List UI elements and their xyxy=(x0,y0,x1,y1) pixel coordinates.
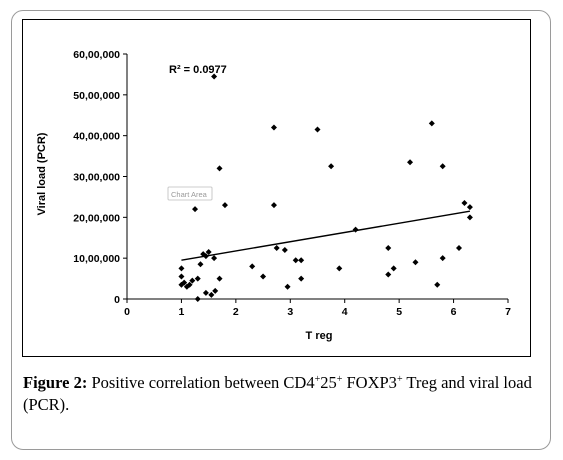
x-tick-label: 4 xyxy=(342,306,348,318)
data-point xyxy=(270,202,277,209)
data-point xyxy=(284,283,291,290)
data-point xyxy=(178,273,185,280)
data-point xyxy=(211,255,218,262)
data-point xyxy=(216,275,223,282)
data-point xyxy=(181,279,188,286)
x-tick-label: 5 xyxy=(396,306,402,318)
data-point xyxy=(466,204,473,211)
data-point xyxy=(216,165,223,172)
data-point xyxy=(412,259,419,266)
data-point xyxy=(292,257,299,264)
data-point xyxy=(212,287,219,294)
data-point xyxy=(192,206,199,213)
caption-text-3: FOXP3 xyxy=(342,373,397,392)
axes: 0 10,00,000 20,00,000 30,00,000 40,00,000 50,… xyxy=(73,49,511,318)
y-axis-label: Viral load (PCR) xyxy=(36,132,48,215)
data-point xyxy=(336,265,343,272)
data-point xyxy=(281,247,288,253)
data-point xyxy=(385,271,392,278)
data-point xyxy=(202,289,209,296)
data-point xyxy=(434,281,441,288)
data-point xyxy=(205,249,212,256)
y-tick-label: 60,00,000 xyxy=(73,49,120,61)
y-tick-label: 0 xyxy=(114,294,120,306)
data-points xyxy=(178,73,473,302)
data-point xyxy=(186,281,193,288)
chart-area-tooltip-text: Chart Area xyxy=(171,190,208,199)
caption-text-1: Positive correlation between CD4 xyxy=(87,373,315,392)
data-point xyxy=(407,159,414,166)
y-tick-label: 10,00,000 xyxy=(73,253,120,265)
figure-caption: Figure 2: Positive correlation between C… xyxy=(23,372,551,416)
x-tick-label: 7 xyxy=(505,306,511,318)
x-tick-label: 0 xyxy=(124,306,130,318)
scatter-chart: 0 10,00,000 20,00,000 30,00,000 40,00,000 50,… xyxy=(22,19,531,357)
caption-text-4: Treg and viral load (PCR). xyxy=(23,373,532,414)
data-point xyxy=(298,257,305,264)
y-tick-label: 30,00,000 xyxy=(73,172,120,184)
chart-area: 0 10,00,000 20,00,000 30,00,000 40,00,000 50,… xyxy=(22,19,531,357)
caption-text-2: 25 xyxy=(320,373,337,392)
caption-sup-3: + xyxy=(396,374,403,385)
data-point xyxy=(189,277,196,284)
x-tick-label: 1 xyxy=(179,306,185,318)
caption-figure-label: Figure 2: xyxy=(23,373,88,392)
data-point xyxy=(461,200,468,207)
caption-sup-2: + xyxy=(336,374,343,385)
data-point xyxy=(208,291,215,298)
chart-border xyxy=(22,19,531,357)
chart-area-tooltip: Chart Area xyxy=(167,186,213,201)
x-tick-label: 2 xyxy=(233,306,239,318)
caption-sup-1: + xyxy=(314,374,321,385)
data-point xyxy=(221,202,228,209)
data-point xyxy=(328,163,335,170)
y-tick-label: 40,00,000 xyxy=(73,131,120,143)
data-point xyxy=(194,296,201,302)
x-tick-label: 3 xyxy=(287,306,293,318)
data-point xyxy=(439,255,446,262)
data-point xyxy=(298,275,305,282)
trendline xyxy=(181,210,471,261)
data-point xyxy=(194,275,201,282)
data-point xyxy=(211,73,218,80)
x-axis-label: T reg xyxy=(306,330,333,342)
x-tick-label: 6 xyxy=(451,306,457,318)
r-squared-label: R² = 0.0977 xyxy=(169,64,227,76)
y-tick-label: 50,00,000 xyxy=(73,90,120,102)
data-point xyxy=(385,244,392,251)
data-point xyxy=(249,263,256,270)
y-tick-label: 20,00,000 xyxy=(73,212,120,224)
data-point xyxy=(456,244,463,251)
data-point xyxy=(260,273,267,280)
data-point xyxy=(439,163,446,170)
data-point xyxy=(178,265,185,272)
data-point xyxy=(270,124,277,131)
data-point xyxy=(273,244,280,251)
data-point xyxy=(466,214,473,221)
data-point xyxy=(428,120,435,127)
data-point xyxy=(390,265,397,272)
data-point xyxy=(197,261,204,268)
